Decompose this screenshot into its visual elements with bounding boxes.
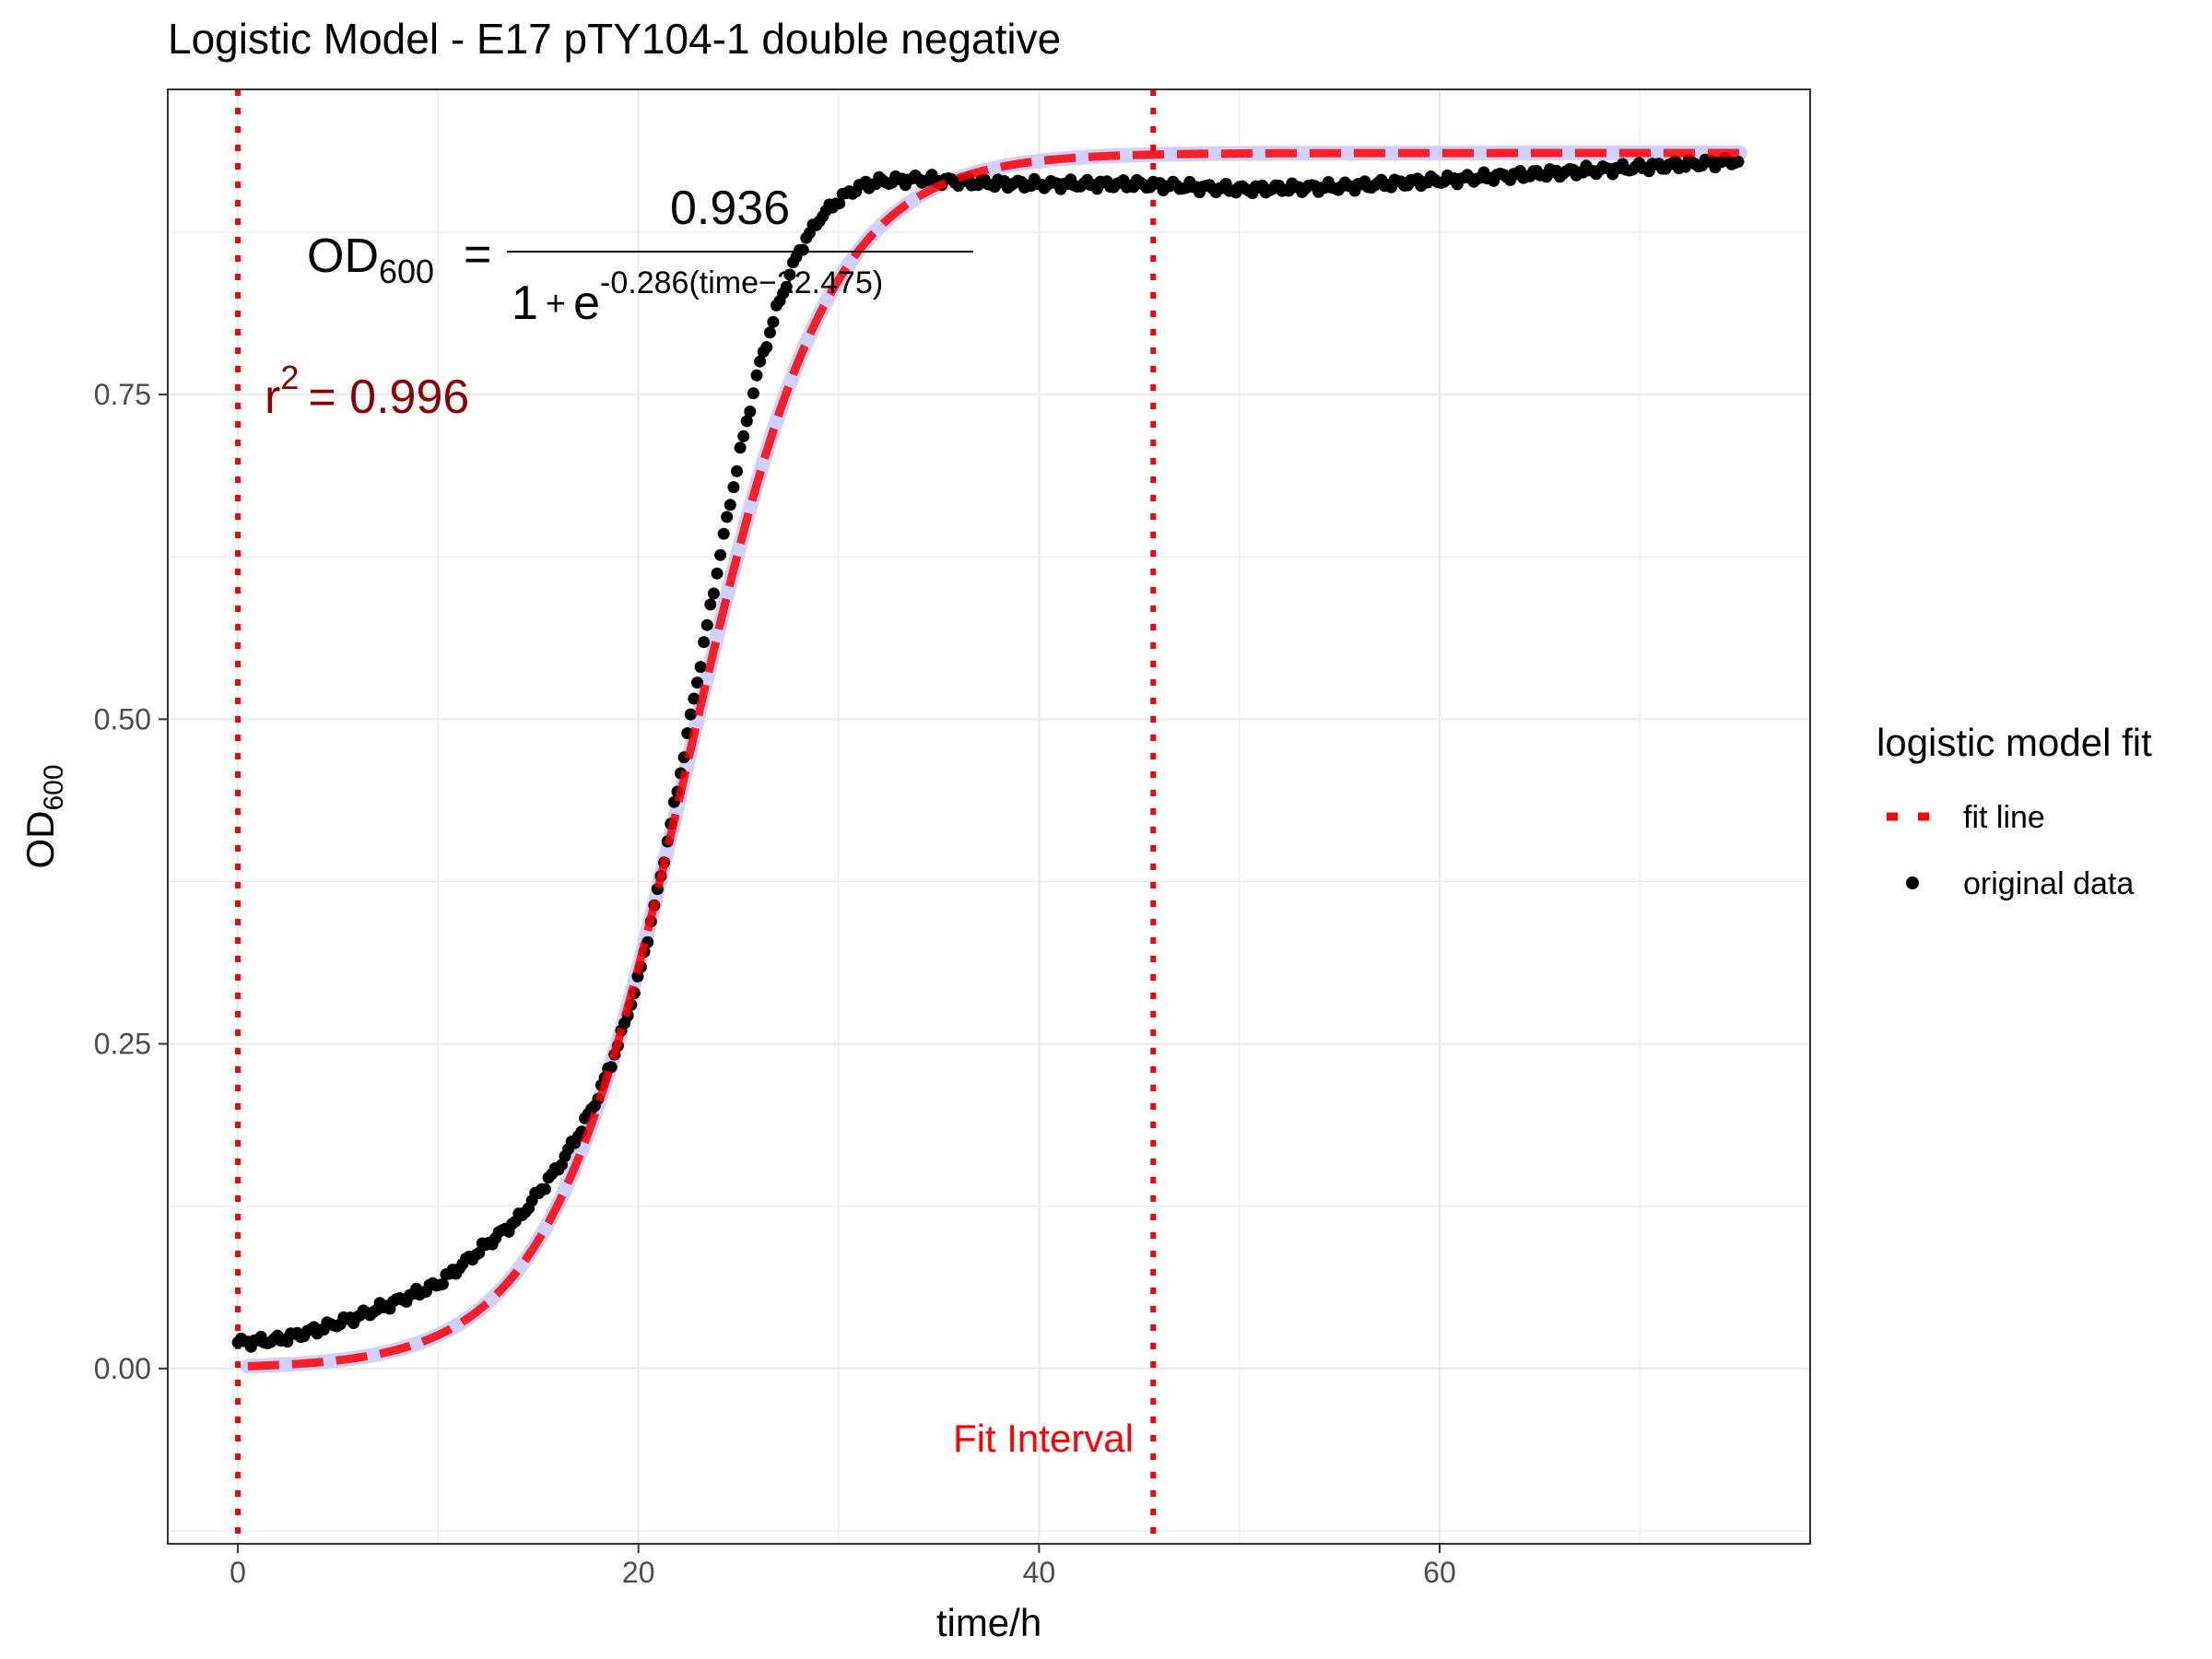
data-point: [833, 197, 846, 210]
fit-interval-lines: [235, 89, 1157, 1544]
fit-interval-label: Fit Interval: [953, 1417, 1134, 1460]
data-point: [1732, 155, 1745, 168]
data-point: [539, 1182, 551, 1195]
y-tick-label: 0.25: [94, 1028, 151, 1061]
legend-key-original-data: [1906, 877, 1919, 889]
data-point: [780, 280, 793, 293]
x-tick-label: 40: [1023, 1556, 1056, 1589]
y-axis: 0.00 0.25 0.50 0.75: [94, 378, 168, 1385]
data-point: [721, 511, 734, 524]
y-tick-label: 0.75: [94, 378, 151, 411]
data-point: [727, 481, 740, 494]
data-point: [688, 692, 700, 705]
fit-line-layer: [247, 148, 1740, 1371]
data-point: [473, 1246, 486, 1259]
data-point: [744, 406, 757, 418]
eq-numerator: 0.936: [670, 182, 790, 235]
x-tick-label: 60: [1423, 1556, 1456, 1589]
fit-line: [247, 148, 1740, 1371]
data-point: [605, 1061, 618, 1074]
eq-lhs: OD600: [307, 229, 434, 290]
eq-denominator: 1 + e-0.286(time−22.475): [512, 265, 883, 330]
data-point: [783, 268, 796, 281]
legend-label-fit-line: fit line: [1963, 800, 2045, 835]
data-point: [763, 326, 776, 339]
eq-equals: =: [464, 228, 491, 281]
x-tick-label: 20: [622, 1556, 655, 1589]
legend-title: logistic model fit: [1877, 721, 2152, 764]
x-axis: 0 20 40 60: [229, 1544, 1456, 1589]
data-point: [698, 636, 711, 649]
plot-panel: OD600 = 0.936 1 + e-0.286(time−22.475) r2 =…: [167, 88, 1811, 1545]
y-tick-label: 0.50: [94, 702, 151, 735]
grid-lines: [168, 89, 1810, 1544]
data-point: [717, 527, 730, 540]
legend-label-original-data: original data: [1963, 866, 2134, 901]
chart-title: Logistic Model - E17 pTY104-1 double neg…: [168, 15, 1061, 63]
panel-border: [167, 88, 1811, 1545]
data-point: [724, 499, 736, 512]
data-point: [691, 677, 703, 689]
y-axis-label: OD600: [18, 764, 69, 868]
legend: logistic model fit fit line original dat…: [1877, 721, 2152, 901]
x-axis-label: time/h: [936, 1601, 1041, 1644]
data-point: [714, 548, 727, 561]
data-point: [754, 355, 767, 368]
data-points: [231, 151, 1745, 1353]
data-point: [731, 465, 743, 477]
y-tick-label: 0.00: [94, 1352, 151, 1385]
equation: OD600 = 0.936 1 + e-0.286(time−22.475): [307, 182, 973, 330]
data-point: [740, 415, 753, 428]
r-squared: r2 = 0.996: [265, 359, 469, 424]
data-point: [750, 369, 763, 382]
data-point: [767, 315, 780, 328]
x-tick-label: 0: [229, 1556, 246, 1589]
data-point: [760, 341, 773, 354]
data-point: [734, 441, 747, 454]
panel-background: [168, 89, 1810, 1544]
data-point: [694, 661, 707, 674]
data-point: [436, 1277, 449, 1290]
data-point: [737, 429, 750, 442]
data-point: [700, 618, 713, 631]
data-point: [707, 587, 720, 600]
data-point: [711, 567, 724, 580]
data-point: [747, 387, 759, 400]
data-point: [796, 243, 809, 256]
data-point: [704, 598, 717, 611]
data-point: [684, 708, 697, 721]
